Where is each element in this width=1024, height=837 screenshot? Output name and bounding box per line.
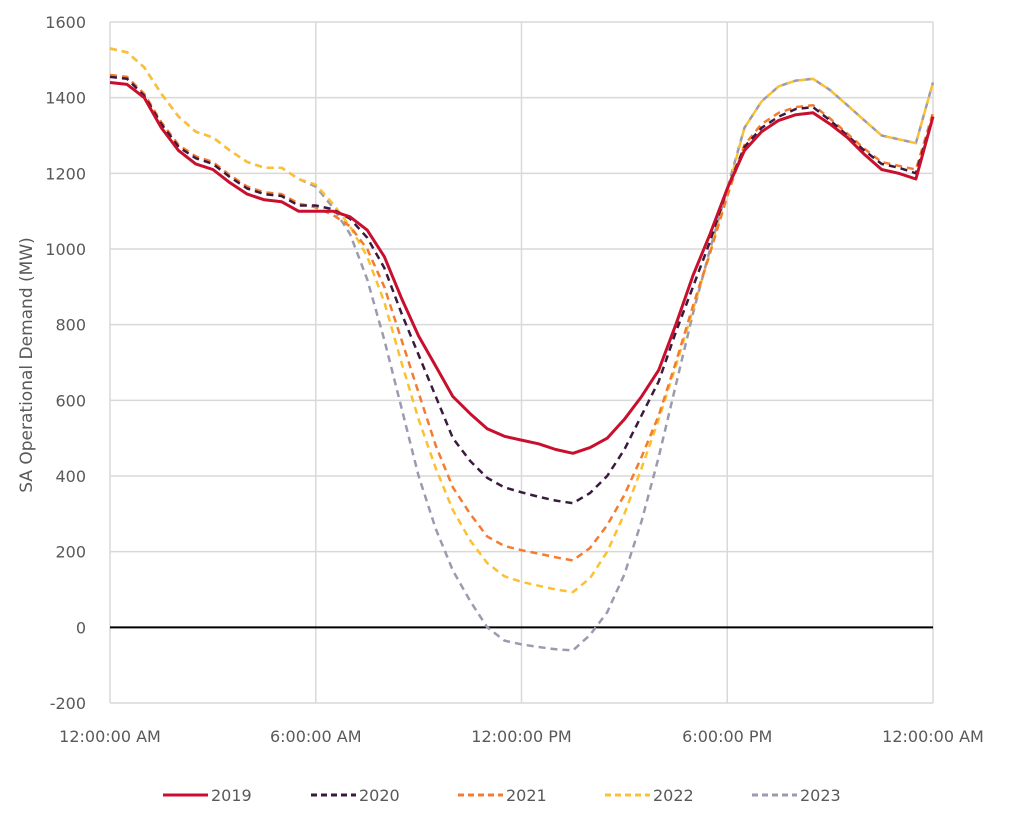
x-tick-label: 12:00:00 AM — [59, 727, 161, 746]
legend-label: 2023 — [800, 786, 841, 805]
legend-item-2019: 2019 — [163, 786, 252, 805]
series-line-2019 — [109, 81, 935, 455]
x-tick-label: 6:00:00 AM — [270, 727, 362, 746]
gridlines — [109, 21, 934, 704]
y-tick-labels: -200 0 200 400 600 800 1000 1200 1400 1600 — [45, 13, 86, 713]
y-tick-label: 1000 — [45, 240, 86, 259]
y-tick-label: 1400 — [45, 89, 86, 108]
legend-item-2022: 2022 — [605, 786, 694, 805]
x-tick-label: 12:00:00 AM — [882, 727, 984, 746]
legend-label: 2020 — [359, 786, 400, 805]
y-tick-label: 0 — [76, 618, 86, 637]
series-line-2020 — [109, 75, 935, 505]
legend-label: 2022 — [653, 786, 694, 805]
legend: 2019 2020 2021 2022 2023 — [163, 786, 841, 805]
y-axis-label: SA Operational Demand (MW) — [17, 237, 37, 493]
y-tick-label: 1200 — [45, 164, 86, 183]
y-tick-label: 1600 — [45, 13, 86, 32]
y-tick-label: 200 — [55, 543, 86, 562]
y-tick-label: -200 — [50, 694, 86, 713]
x-tick-labels: 12:00:00 AM 6:00:00 AM 12:00:00 PM 6:00:00 … — [59, 727, 984, 746]
series-line-2022 — [109, 47, 935, 594]
y-tick-label: 800 — [55, 316, 86, 335]
legend-label: 2021 — [506, 786, 547, 805]
x-tick-label: 12:00:00 PM — [471, 727, 571, 746]
series-line-2021 — [109, 73, 935, 562]
y-tick-label: 600 — [55, 391, 86, 410]
y-tick-label: 400 — [55, 467, 86, 486]
legend-item-2020: 2020 — [311, 786, 400, 805]
legend-label: 2019 — [211, 786, 252, 805]
legend-item-2021: 2021 — [458, 786, 547, 805]
series-lines — [109, 47, 935, 652]
legend-item-2023: 2023 — [752, 786, 841, 805]
x-tick-label: 6:00:00 PM — [682, 727, 772, 746]
